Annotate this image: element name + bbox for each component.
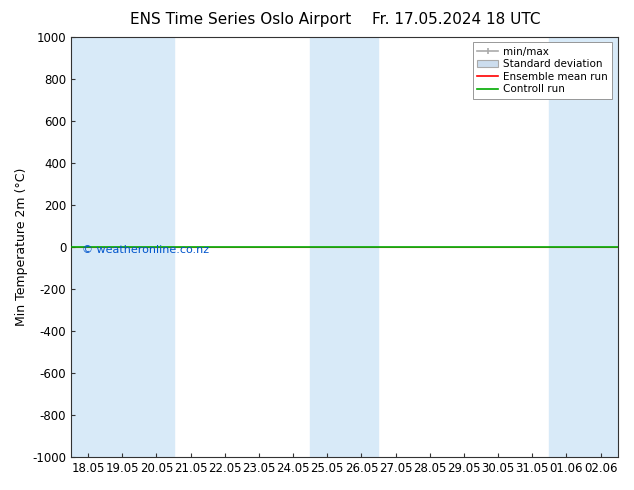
Bar (344, 37, 378, 457)
Bar (583, 37, 618, 457)
Bar (310, 37, 344, 457)
Text: ENS Time Series Oslo Airport: ENS Time Series Oslo Airport (131, 12, 351, 27)
Text: Fr. 17.05.2024 18 UTC: Fr. 17.05.2024 18 UTC (372, 12, 541, 27)
Legend: min/max, Standard deviation, Ensemble mean run, Controll run: min/max, Standard deviation, Ensemble me… (473, 42, 612, 98)
Bar (105, 37, 139, 457)
Text: © weatheronline.co.nz: © weatheronline.co.nz (82, 245, 209, 255)
Y-axis label: Min Temperature 2m (°C): Min Temperature 2m (°C) (15, 168, 28, 326)
Bar (549, 37, 583, 457)
Bar (139, 37, 174, 457)
Bar (71, 37, 105, 457)
